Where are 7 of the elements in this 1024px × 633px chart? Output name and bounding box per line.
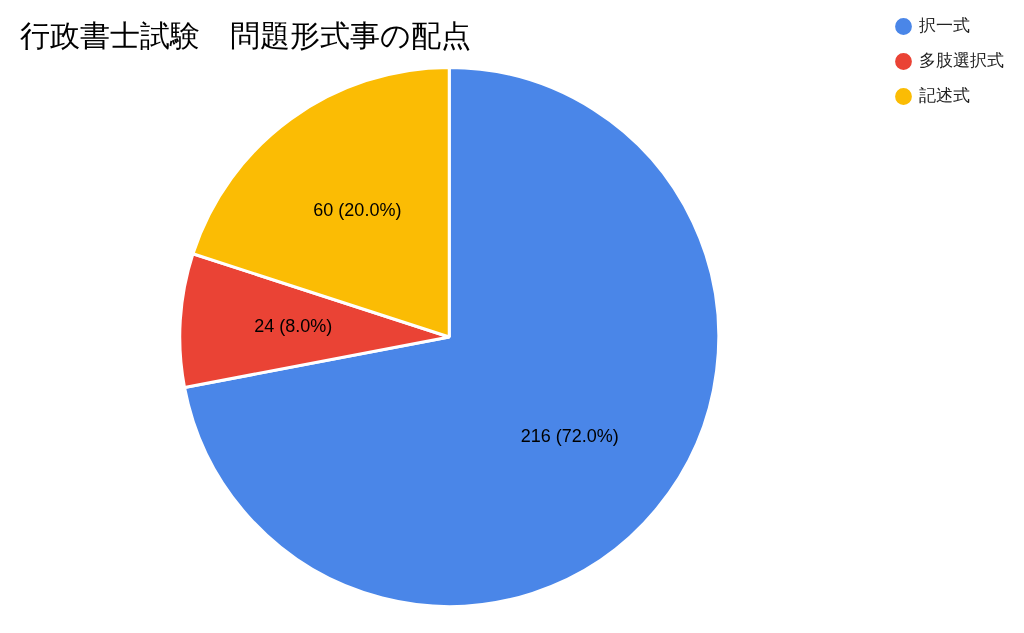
chart-title: 行政書士試験 問題形式事の配点 — [20, 19, 471, 53]
legend-label: 多肢選択式 — [919, 51, 1004, 71]
data-label: 24 (8.0%) — [254, 316, 333, 337]
legend-label: 記述式 — [919, 86, 970, 106]
data-label: 216 (72.0%) — [520, 425, 619, 446]
data-label: 60 (20.0%) — [313, 199, 402, 220]
legend-label: 択一式 — [919, 16, 970, 36]
